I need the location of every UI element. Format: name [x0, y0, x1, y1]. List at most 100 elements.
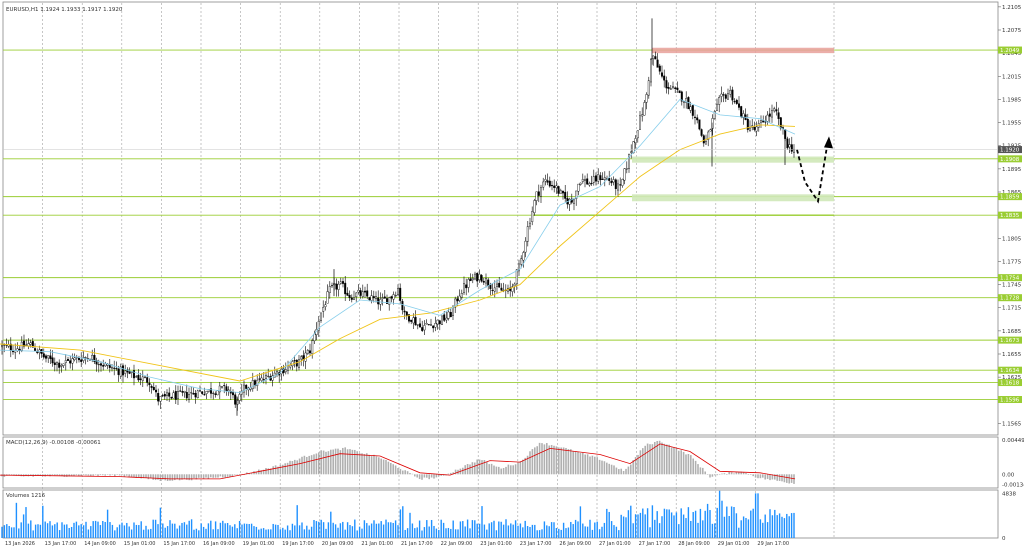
macd-bar: [128, 474, 130, 477]
candle: [335, 278, 338, 297]
candle-body: [146, 377, 149, 383]
volume-bar: [30, 520, 32, 538]
candle: [121, 363, 124, 383]
candle-body: [460, 293, 463, 298]
candle-body: [702, 135, 705, 144]
volume-bar: [394, 520, 397, 538]
x-tick-label: 27 Jan 17:00: [639, 541, 671, 547]
macd-bar: [502, 468, 505, 475]
volume-bar: [212, 529, 214, 538]
candle-body: [575, 190, 578, 199]
x-axis: 13 Jan 2026 13 Jan 17:00 14 Jan 09:00 15 Ja…: [5, 541, 789, 547]
candle-body: [300, 356, 303, 360]
macd-bar: [78, 474, 80, 476]
volume-bar: [385, 519, 387, 538]
candle-body: [511, 286, 514, 292]
macd-histogram: [1, 440, 795, 484]
volume-bar: [229, 525, 231, 538]
candle-body: [636, 130, 639, 139]
candle: [23, 334, 26, 349]
candle: [163, 391, 166, 400]
volume-bar: [402, 506, 404, 538]
level-label-text: 1.1835: [1000, 213, 1020, 219]
candle: [238, 391, 241, 404]
candle: [430, 318, 433, 326]
candle: [491, 283, 494, 296]
candle: [115, 361, 118, 371]
macd-bar: [97, 474, 99, 476]
candle-body: [348, 294, 351, 298]
volume-bar: [534, 524, 536, 538]
candle-body: [639, 115, 642, 130]
volume-bar: [507, 525, 510, 538]
volume-bar: [519, 523, 522, 538]
candle-body: [590, 182, 593, 184]
vertical-grid: [42, 3, 835, 538]
volume-bar: [423, 527, 426, 538]
candle-body: [720, 93, 723, 97]
volume-bar: [322, 522, 325, 538]
volume-bar: [759, 519, 762, 538]
candle-body: [306, 350, 309, 354]
forecast-arrow: [796, 136, 833, 204]
volume-bar: [75, 521, 78, 538]
candle: [612, 176, 615, 186]
candle: [183, 390, 186, 398]
macd-bar: [447, 473, 450, 475]
candle-body: [597, 174, 600, 182]
macd-bar: [618, 469, 620, 475]
candle-body: [183, 390, 186, 393]
candle-body: [163, 394, 166, 397]
volume-bar: [778, 513, 781, 538]
volume-bar: [111, 524, 114, 538]
macd-bar: [174, 474, 176, 481]
volume-bar: [188, 520, 190, 538]
candle: [190, 386, 193, 400]
candle-body: [724, 94, 727, 99]
volume-bar: [682, 514, 685, 538]
macd-bar: [226, 474, 229, 477]
volume-bar: [27, 523, 30, 538]
volume-bar: [531, 524, 534, 538]
candle-body: [449, 311, 452, 318]
macd-bar: [622, 470, 625, 475]
candle: [533, 198, 536, 216]
candle-body: [150, 386, 153, 388]
volume-bar: [538, 530, 541, 538]
volume-bar: [481, 506, 483, 538]
candle: [786, 136, 789, 150]
y-tick-label: 1.1805: [1002, 236, 1022, 242]
macd-bar: [759, 474, 762, 479]
x-tick-label: 14 Jan 09:00: [84, 541, 116, 547]
support-zone: [632, 194, 834, 202]
volume-bar: [680, 508, 682, 538]
candle: [357, 284, 360, 295]
level-label-bg: [998, 211, 1022, 219]
candle-body: [36, 351, 39, 353]
macd-bar: [711, 474, 714, 477]
macd-bar: [202, 474, 205, 479]
macd-bar: [298, 458, 301, 475]
candle: [421, 320, 424, 333]
candle-body: [242, 384, 245, 393]
volume-bar: [171, 523, 174, 538]
candle-body: [471, 278, 474, 281]
support-zone: [632, 156, 834, 163]
candle: [62, 363, 65, 369]
volume-bar: [294, 525, 296, 538]
macd-bar: [750, 474, 752, 475]
macd-bar: [454, 469, 457, 475]
candle: [265, 371, 268, 385]
volume-bar: [505, 519, 507, 538]
candle-body: [465, 284, 468, 289]
candle-body: [69, 360, 72, 364]
volume-bar: [464, 526, 466, 538]
macd-bar: [322, 450, 325, 475]
macd-bar: [596, 457, 598, 475]
macd-bar: [126, 474, 128, 476]
macd-bar: [363, 453, 366, 475]
candle: [132, 364, 135, 386]
volume-bar: [675, 512, 678, 538]
level-label-bg: [998, 396, 1022, 404]
